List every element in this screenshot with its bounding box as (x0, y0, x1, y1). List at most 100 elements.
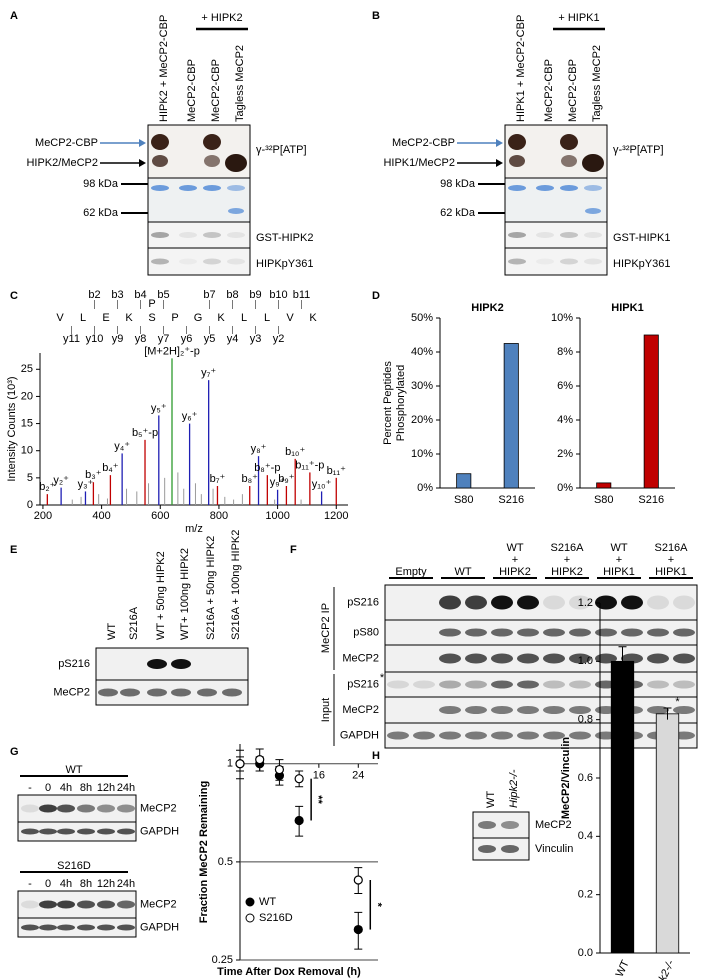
group-label: HIPK1 (655, 566, 687, 578)
x-tick-label: S80 (454, 494, 474, 506)
y-ion: y4 (227, 333, 239, 345)
lane-label: MeCP2-CBP (210, 59, 222, 122)
band (465, 628, 487, 637)
x-tick-label: 1000 (265, 510, 289, 522)
b-ion: b11 (293, 289, 311, 301)
section-label: MeCP2 IP (320, 603, 332, 653)
label: 98 kDa (83, 178, 119, 190)
y-tick-label: 6% (557, 380, 573, 392)
group-label: HIPK1 (603, 566, 635, 578)
band (197, 688, 217, 697)
b-ion: b3 (111, 289, 123, 301)
y-tick-label: 25 (21, 363, 33, 375)
y-tick-label: 0.2 (578, 889, 593, 901)
x-tick-label: 800 (210, 510, 228, 522)
label: 62 kDa (83, 207, 119, 219)
y-tick-label: 2% (557, 448, 573, 460)
group-label: HIPK2 (499, 566, 531, 578)
residue: K (309, 312, 317, 324)
y-label: Intensity Counts (10³) (6, 376, 18, 481)
group-label: + HIPK1 (558, 12, 599, 24)
lane-label: WT (485, 791, 497, 808)
band (222, 688, 242, 697)
group-label: WT (506, 542, 523, 554)
group-label: S216A (550, 542, 584, 554)
band (508, 134, 526, 150)
peak-label: b₁₁⁺ (327, 465, 347, 477)
band (569, 628, 591, 637)
row-label: γ-³²P[ATP] (256, 144, 307, 156)
band (584, 185, 602, 191)
lane-label: HIPK1 + MeCP2-CBP (515, 15, 527, 122)
band (439, 731, 461, 740)
band (595, 628, 617, 637)
peak-label: b₃⁺ (85, 469, 102, 481)
label: HIPK1/MeCP2 (383, 157, 455, 169)
group-label: + (668, 554, 674, 566)
bar (643, 334, 659, 489)
x-tick-label: 200 (34, 510, 52, 522)
b-ion: b8 (226, 289, 238, 301)
band (517, 595, 539, 610)
band (536, 185, 554, 191)
band (517, 628, 539, 637)
band (227, 185, 245, 191)
band (621, 628, 643, 637)
band (647, 595, 669, 610)
y-tick-label: 0 (27, 499, 33, 511)
band (517, 731, 539, 740)
band (439, 595, 461, 610)
band (39, 924, 57, 931)
band (465, 706, 487, 714)
band (543, 731, 565, 740)
band (491, 731, 513, 740)
band (57, 804, 75, 813)
lane-label: WT (106, 623, 118, 640)
band (117, 828, 135, 835)
band (147, 688, 167, 697)
y-ion: y2 (273, 333, 285, 345)
band (151, 232, 169, 238)
b-ion: b10 (269, 289, 287, 301)
blot-row (384, 644, 698, 673)
band (147, 659, 167, 669)
annotation: * (371, 903, 383, 908)
peak-label: [M+2H]₂⁺-p (144, 345, 200, 357)
label: MeCP2-CBP (392, 137, 455, 149)
residue: L (241, 312, 247, 324)
y-tick-label: 1.2 (578, 597, 593, 609)
band (413, 731, 435, 740)
y-tick-label: 4% (557, 414, 573, 426)
band (491, 628, 513, 637)
y-tick-label: 0.6 (578, 772, 593, 784)
band (57, 900, 75, 909)
peak-label: b₁₁⁺-p (295, 459, 324, 471)
band (501, 821, 519, 829)
row-label: γ-³²P[ATP] (613, 144, 664, 156)
band (117, 804, 135, 813)
lane-label: Hipk2-/- (508, 769, 520, 808)
point (294, 774, 304, 784)
lane-label: 8h (80, 878, 92, 890)
lane-label: S216A + 100ng HIPK2 (230, 530, 242, 640)
band (560, 134, 578, 150)
band (543, 653, 565, 664)
y-tick-label: 10 (21, 445, 33, 457)
y-tick-label: 0.5 (218, 856, 233, 868)
band (439, 706, 461, 714)
phospho-mark: P (148, 298, 155, 310)
row-label: MeCP2 (342, 704, 379, 716)
band (508, 232, 526, 238)
band (478, 821, 496, 829)
panel-letter: C (10, 290, 18, 302)
panel-letter: F (290, 544, 297, 556)
y-tick-label: 1 (227, 758, 233, 770)
label: 62 kDa (440, 207, 476, 219)
row-label: HIPKpY361 (256, 258, 313, 270)
band (39, 804, 57, 813)
lane-label: - (28, 878, 32, 890)
band (491, 706, 513, 714)
lane-label: 24h (117, 782, 135, 794)
blot-title: S216D (57, 860, 91, 872)
band (647, 653, 669, 664)
